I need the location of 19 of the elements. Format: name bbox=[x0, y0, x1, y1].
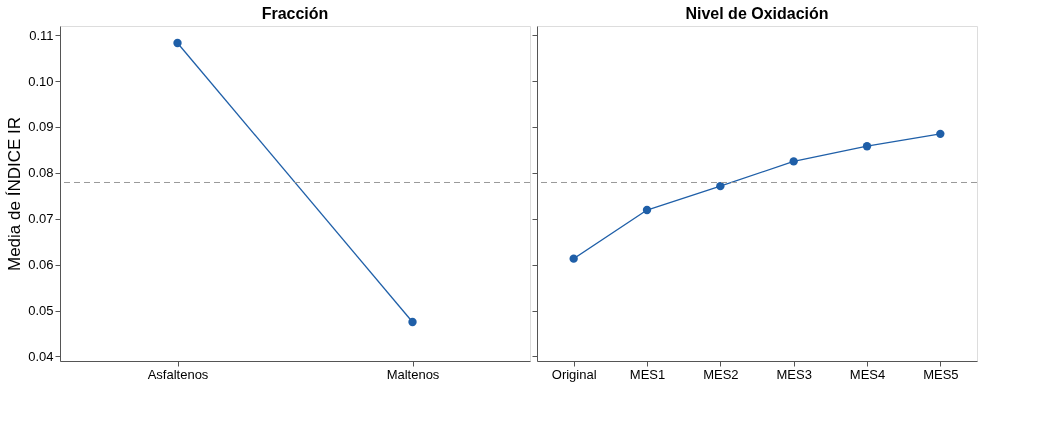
y-tick-label: 0.06 bbox=[28, 257, 54, 273]
y-tick-label: 0.05 bbox=[28, 303, 54, 319]
x-tick-label: MES2 bbox=[703, 366, 739, 382]
y-tick-label: 0.08 bbox=[28, 165, 54, 181]
x-tick-label: MES4 bbox=[849, 366, 886, 382]
y-tick-label: 0.10 bbox=[28, 73, 54, 89]
x-tick-label: MES3 bbox=[776, 366, 812, 382]
y-tick-label: 0.11 bbox=[29, 27, 54, 43]
chart-title: Nivel de Oxidación bbox=[685, 5, 829, 22]
x-tick-label: Asfaltenos bbox=[147, 366, 209, 382]
x-tick-label: MES1 bbox=[629, 366, 666, 382]
y-axis-title: Media de ÍNDICE IR bbox=[5, 117, 25, 271]
x-tick-label: Original bbox=[551, 366, 597, 382]
x-tick-label: Maltenos bbox=[386, 366, 440, 382]
x-tick-label: MES5 bbox=[923, 366, 959, 382]
chart-title: Fracción bbox=[261, 5, 329, 22]
y-tick-label: 0.09 bbox=[28, 119, 54, 135]
y-tick-label: 0.07 bbox=[28, 211, 54, 227]
y-tick-label: 0.04 bbox=[28, 348, 54, 364]
